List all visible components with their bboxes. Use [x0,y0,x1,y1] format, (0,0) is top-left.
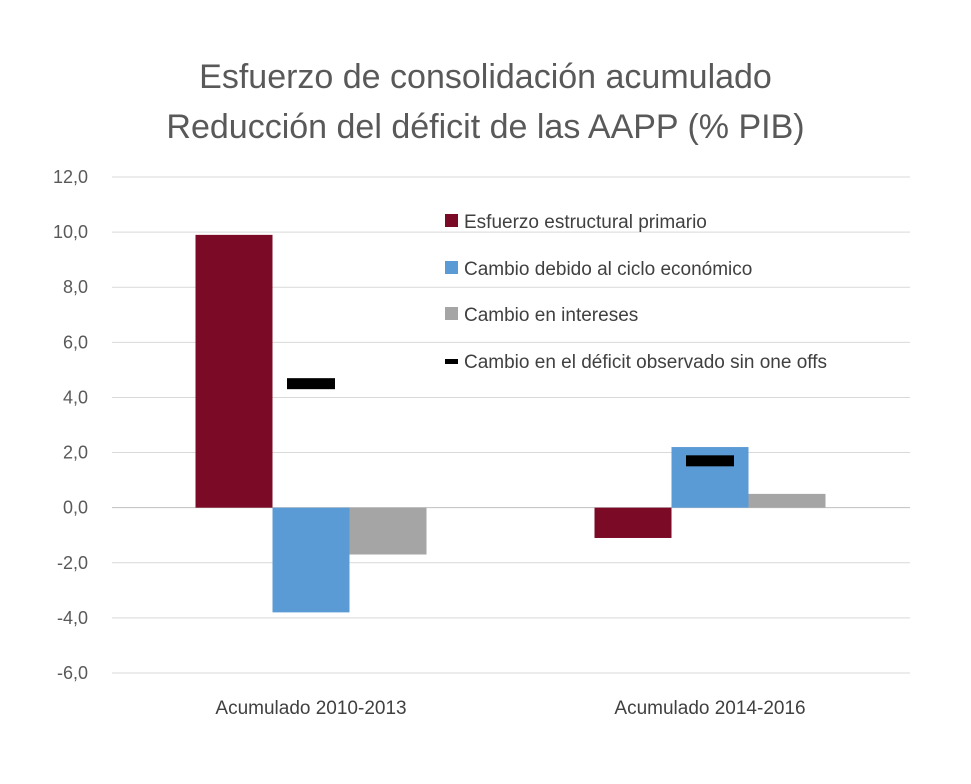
y-tick-label: 12,0 [53,167,88,187]
y-tick-label: -6,0 [57,663,88,683]
chart-title: Esfuerzo de consolidación acumulado [199,58,772,96]
x-category-label: Acumulado 2014-2016 [614,698,805,719]
legend-label: Esfuerzo estructural primario [464,212,707,233]
legend-label: Cambio debido al ciclo económico [464,259,752,280]
bar [272,507,350,613]
x-category-label: Acumulado 2010-2013 [215,698,406,719]
y-tick-label: -2,0 [57,553,88,573]
marker [287,378,335,390]
y-tick-label: 8,0 [63,277,88,297]
y-tick-label: 2,0 [63,443,88,463]
bar [748,493,826,508]
marker [686,455,734,467]
bar [349,507,427,555]
y-tick-label: 4,0 [63,387,88,407]
y-tick-label: -4,0 [57,608,88,628]
chart-subtitle: Reducción del déficit de las AAPP (% PIB… [166,108,805,146]
y-tick-label: 6,0 [63,332,88,352]
legend-label: Cambio en intereses [464,305,638,326]
y-tick-label: 0,0 [63,498,88,518]
legend-swatch [445,214,458,227]
legend-swatch [445,307,458,320]
bar [594,507,672,538]
legend-swatch [445,359,458,364]
legend-label: Cambio en el déficit observado sin one o… [464,352,827,373]
legend-swatch [445,261,458,274]
bar [195,234,273,508]
y-tick-label: 10,0 [53,222,88,242]
